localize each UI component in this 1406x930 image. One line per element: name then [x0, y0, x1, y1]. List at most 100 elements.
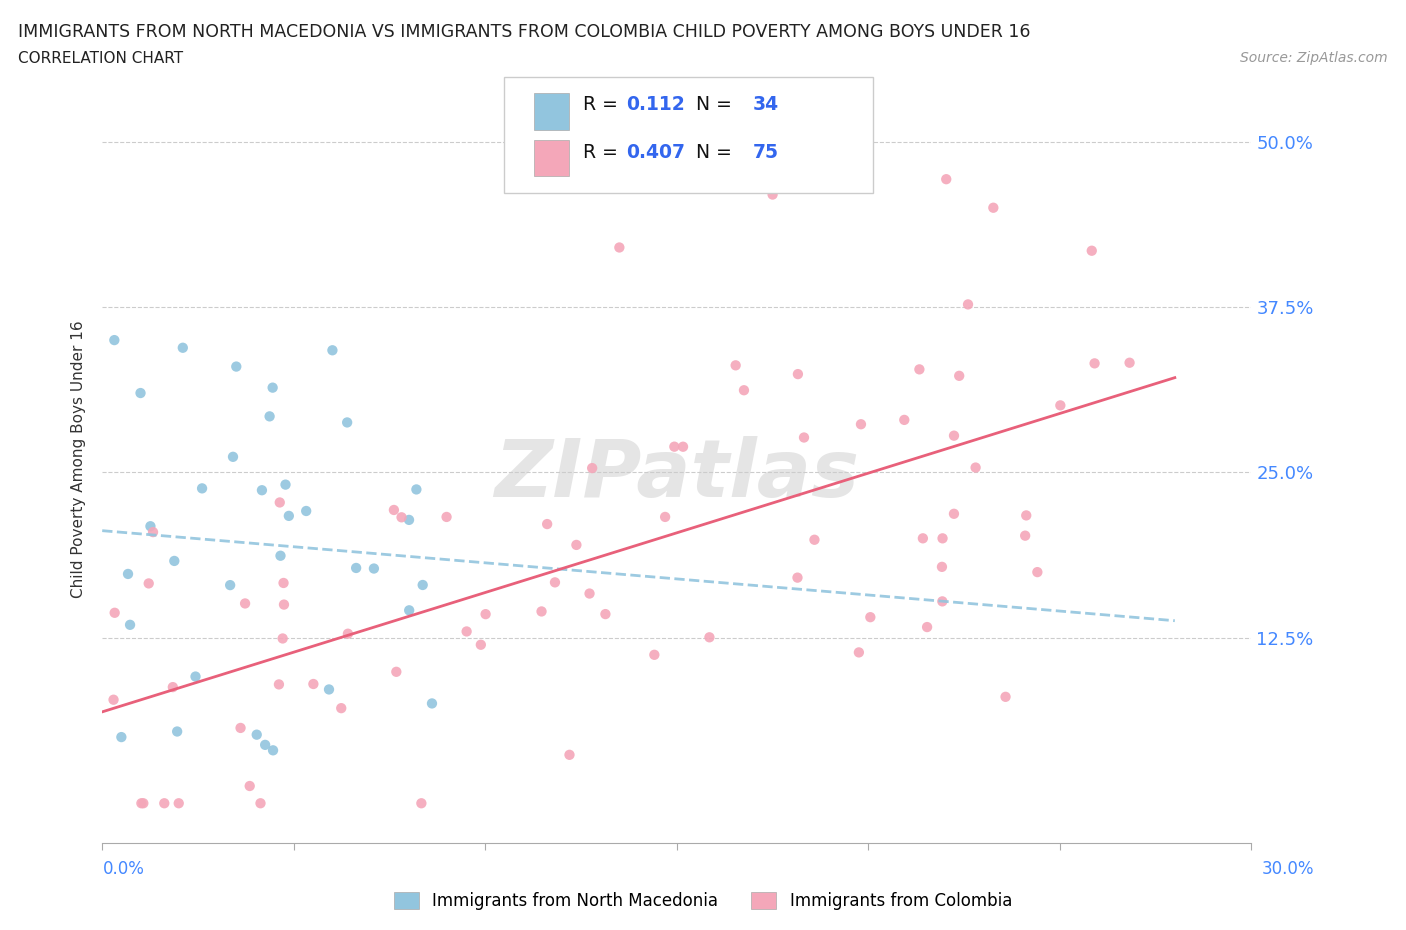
Point	[336, 415, 359, 430]
Point	[436, 510, 458, 525]
Text: R =: R =	[582, 96, 623, 114]
Point	[318, 682, 340, 697]
Point	[184, 669, 207, 684]
Point	[391, 510, 413, 525]
Point	[965, 460, 987, 475]
Point	[943, 428, 966, 443]
Point	[229, 721, 252, 736]
Point	[672, 439, 695, 454]
Point	[225, 359, 247, 374]
Text: IMMIGRANTS FROM NORTH MACEDONIA VS IMMIGRANTS FROM COLOMBIA CHILD POVERTY AMONG : IMMIGRANTS FROM NORTH MACEDONIA VS IMMIG…	[18, 23, 1031, 41]
Point	[859, 610, 882, 625]
Point	[274, 477, 297, 492]
Point	[1049, 398, 1071, 413]
Point	[233, 596, 256, 611]
Text: 34: 34	[752, 96, 779, 114]
Point	[994, 689, 1017, 704]
Point	[254, 737, 277, 752]
Point	[363, 561, 385, 576]
Point	[385, 664, 408, 679]
Point	[398, 603, 420, 618]
Point	[893, 413, 915, 428]
Point	[935, 172, 957, 187]
Point	[1026, 565, 1049, 579]
Point	[1084, 356, 1107, 371]
Point	[132, 796, 155, 811]
Point	[565, 538, 588, 552]
Point	[578, 586, 600, 601]
Point	[848, 645, 870, 660]
Text: 30.0%: 30.0%	[1263, 860, 1315, 878]
Point	[942, 506, 965, 521]
Bar	[534, 140, 569, 177]
Text: N =: N =	[683, 143, 738, 162]
Point	[271, 631, 294, 646]
Point	[931, 560, 953, 575]
Point	[536, 517, 558, 532]
Text: 75: 75	[752, 143, 779, 162]
Point	[302, 676, 325, 691]
Point	[167, 796, 190, 811]
Point	[295, 503, 318, 518]
Point	[654, 510, 676, 525]
Point	[931, 531, 953, 546]
Point	[803, 532, 825, 547]
Point	[787, 366, 810, 381]
Point	[239, 778, 262, 793]
Point	[273, 576, 295, 591]
Point	[793, 430, 815, 445]
Point	[908, 362, 931, 377]
Bar	[534, 93, 569, 130]
Point	[344, 561, 367, 576]
Point	[558, 748, 581, 763]
Text: 0.0%: 0.0%	[103, 860, 145, 878]
Point	[330, 700, 353, 715]
Point	[530, 604, 553, 618]
Point	[191, 481, 214, 496]
Point	[129, 386, 152, 401]
Point	[981, 200, 1004, 215]
Point	[786, 570, 808, 585]
Point	[915, 619, 938, 634]
Point	[931, 594, 953, 609]
Point	[163, 553, 186, 568]
Point	[104, 605, 127, 620]
Point	[267, 677, 290, 692]
Point	[1080, 244, 1102, 259]
Text: ZIPatlas: ZIPatlas	[495, 435, 859, 513]
Y-axis label: Child Poverty Among Boys Under 16: Child Poverty Among Boys Under 16	[72, 321, 86, 598]
Point	[405, 482, 427, 497]
Point	[470, 637, 492, 652]
Point	[153, 796, 176, 811]
Point	[117, 566, 139, 581]
Point	[724, 358, 747, 373]
Text: CORRELATION CHART: CORRELATION CHART	[18, 51, 183, 66]
Point	[249, 796, 271, 811]
Point	[911, 531, 934, 546]
Point	[262, 743, 284, 758]
Point	[664, 439, 686, 454]
Point	[219, 578, 242, 592]
Point	[277, 509, 299, 524]
Point	[142, 525, 165, 539]
Point	[103, 692, 125, 707]
Point	[733, 383, 755, 398]
Point	[120, 618, 142, 632]
Point	[139, 519, 162, 534]
Text: N =: N =	[683, 96, 738, 114]
Point	[166, 724, 188, 739]
Point	[609, 240, 631, 255]
Point	[1015, 508, 1038, 523]
Point	[474, 606, 496, 621]
Point	[544, 575, 567, 590]
FancyBboxPatch shape	[505, 77, 873, 193]
Point	[103, 333, 125, 348]
Point	[411, 796, 433, 811]
Point	[222, 449, 245, 464]
Text: 0.112: 0.112	[626, 96, 685, 114]
Point	[259, 409, 281, 424]
Text: R =: R =	[582, 143, 623, 162]
Point	[948, 368, 970, 383]
Point	[162, 680, 184, 695]
Point	[250, 483, 273, 498]
